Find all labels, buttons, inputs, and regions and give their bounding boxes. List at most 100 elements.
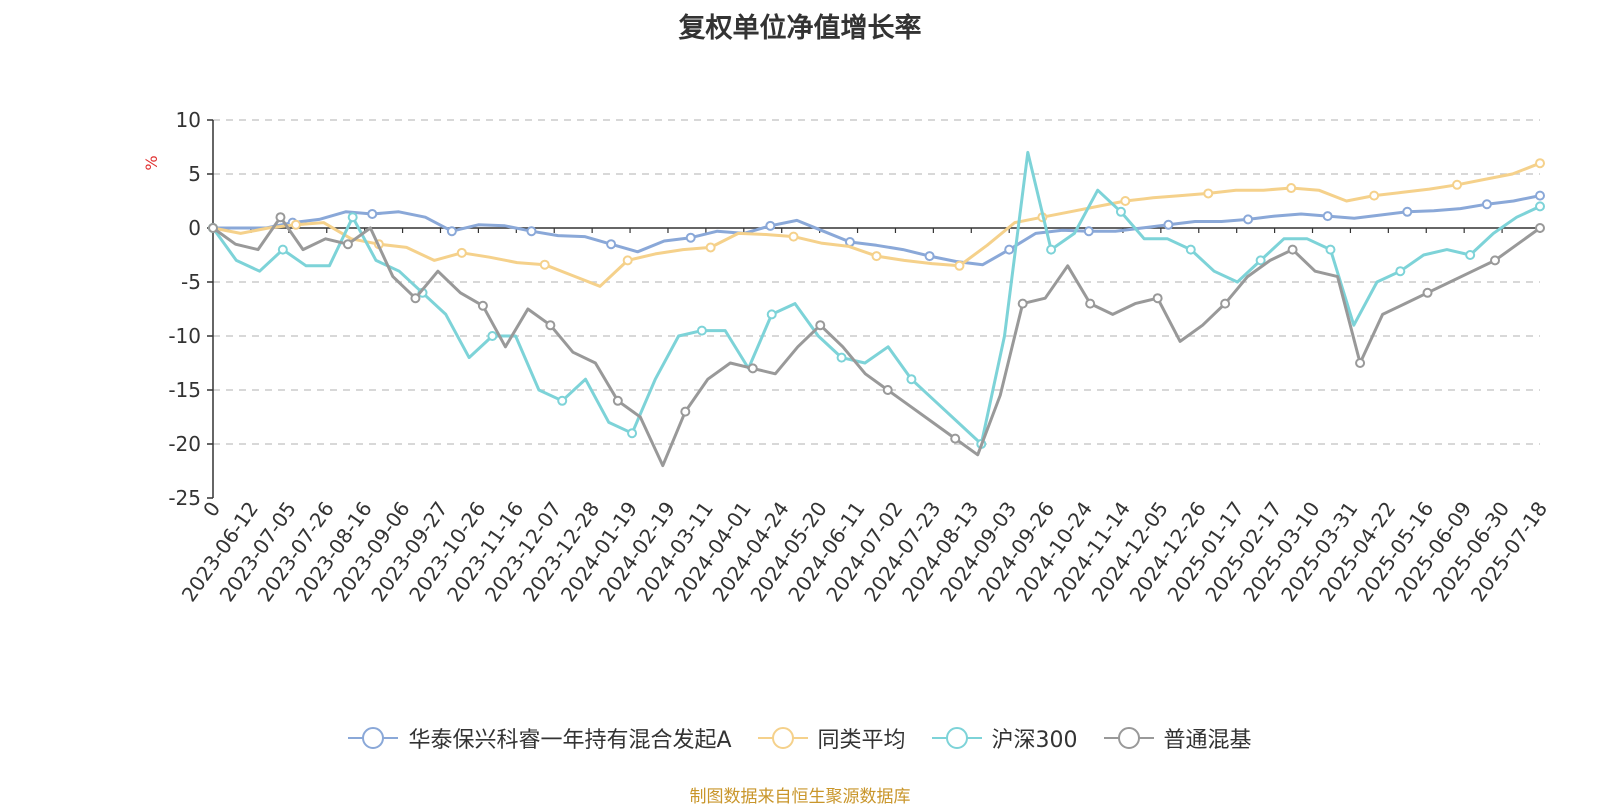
series-point bbox=[705, 242, 716, 253]
series-point bbox=[882, 385, 893, 395]
series-point bbox=[612, 395, 623, 406]
y-tick-label: 5 bbox=[188, 162, 201, 186]
series-point bbox=[539, 259, 550, 270]
series-line-2 bbox=[211, 150, 1541, 446]
series-point bbox=[906, 374, 917, 385]
series-point bbox=[275, 212, 286, 223]
series-point bbox=[545, 320, 556, 331]
series-point bbox=[1490, 255, 1501, 266]
grid-lines bbox=[213, 119, 1540, 445]
legend-item[interactable]: 华泰保兴科睿一年持有混合发起A bbox=[348, 722, 732, 754]
series-line-0 bbox=[213, 194, 1541, 267]
series-point bbox=[1535, 201, 1545, 212]
series-point bbox=[950, 433, 961, 444]
series-point bbox=[1452, 179, 1463, 190]
series-point bbox=[1163, 219, 1174, 230]
series-line-3 bbox=[212, 215, 1541, 468]
series-point bbox=[1355, 358, 1366, 368]
series-point bbox=[788, 231, 799, 242]
series-point bbox=[277, 244, 288, 255]
series-point bbox=[1395, 266, 1406, 277]
x-tick-label: 0 bbox=[198, 497, 225, 521]
series-point bbox=[1046, 244, 1057, 255]
series-point bbox=[1422, 287, 1433, 298]
series-point bbox=[477, 300, 488, 311]
series-point bbox=[1535, 158, 1545, 169]
series-point bbox=[208, 223, 218, 233]
series-point bbox=[1535, 223, 1545, 233]
series-point bbox=[526, 226, 537, 237]
series-point bbox=[871, 251, 882, 262]
y-tick-label: -20 bbox=[168, 432, 201, 456]
y-tick-label: -5 bbox=[181, 270, 201, 294]
series-point bbox=[1243, 214, 1254, 225]
series-point bbox=[487, 331, 498, 341]
series-point bbox=[456, 247, 467, 258]
series-point bbox=[1287, 244, 1298, 255]
series-line-1 bbox=[212, 161, 1541, 288]
legend-marker-icon bbox=[348, 726, 399, 750]
series-point bbox=[1402, 206, 1413, 217]
legend-label: 普通混基 bbox=[1163, 728, 1252, 753]
series-point bbox=[1465, 250, 1476, 260]
y-tick-label: 10 bbox=[176, 108, 201, 132]
y-axis-label: % bbox=[142, 155, 161, 170]
series-point bbox=[1083, 226, 1094, 237]
x-axis: 02023-06-122023-07-052023-07-262023-08-1… bbox=[177, 227, 1552, 606]
series-point bbox=[680, 406, 691, 417]
series-point bbox=[1017, 298, 1028, 309]
series-point bbox=[410, 293, 421, 304]
series-point bbox=[1255, 255, 1266, 266]
legend-label: 同类平均 bbox=[817, 728, 906, 753]
series-point bbox=[1481, 199, 1492, 210]
series-point bbox=[1325, 244, 1336, 255]
legend-item[interactable]: 沪深300 bbox=[931, 722, 1078, 754]
legend-item[interactable]: 同类平均 bbox=[757, 722, 906, 754]
series-point bbox=[954, 260, 965, 271]
series-point bbox=[557, 395, 568, 406]
source-footer: 制图数据来自恒生聚源数据库 bbox=[689, 787, 911, 807]
series-point bbox=[1203, 188, 1214, 199]
legend-marker-icon bbox=[1103, 726, 1154, 750]
y-tick-label: -10 bbox=[168, 324, 201, 348]
series-point bbox=[924, 251, 935, 262]
series-point bbox=[1115, 206, 1126, 217]
series-point bbox=[367, 208, 378, 219]
series-point bbox=[627, 428, 638, 439]
y-tick-label: -25 bbox=[168, 486, 201, 510]
legend-item[interactable]: 普通混基 bbox=[1103, 722, 1252, 754]
series-point bbox=[1535, 190, 1545, 201]
legend-label: 沪深300 bbox=[991, 728, 1078, 753]
series-point bbox=[606, 239, 617, 250]
series-point bbox=[290, 219, 301, 230]
series-point bbox=[685, 232, 696, 243]
legend-label: 华泰保兴科睿一年持有混合发起A bbox=[408, 728, 732, 753]
y-tick-label: 0 bbox=[188, 216, 201, 240]
series-point bbox=[446, 226, 457, 237]
series-point bbox=[815, 320, 826, 331]
series-point bbox=[342, 239, 353, 250]
series-point bbox=[1322, 211, 1333, 222]
series-point bbox=[347, 212, 358, 223]
series-point bbox=[696, 325, 707, 336]
series-point bbox=[1369, 190, 1380, 201]
y-tick-label: -15 bbox=[168, 378, 201, 402]
series-point bbox=[1220, 298, 1231, 309]
series-point bbox=[747, 363, 758, 374]
chart-title: 复权单位净值增长率 bbox=[678, 13, 922, 44]
series-point bbox=[1004, 244, 1015, 255]
series-point bbox=[1185, 244, 1196, 255]
series-point bbox=[1286, 183, 1297, 194]
series-point bbox=[1085, 298, 1096, 309]
series-point bbox=[1120, 196, 1131, 206]
series-point bbox=[765, 220, 776, 231]
y-axis: 10 5 0 -5 -10 -15 -20 -25 bbox=[168, 108, 214, 510]
legend-marker-icon bbox=[757, 726, 808, 750]
series-point bbox=[622, 255, 633, 266]
legend-marker-icon bbox=[931, 726, 982, 750]
series-lines bbox=[208, 150, 1545, 468]
line-chart: 10 5 0 -5 -10 -15 -20 -25 02023-06-122023-07-05… bbox=[142, 108, 1552, 606]
series-point bbox=[1152, 293, 1163, 304]
series-point bbox=[766, 309, 777, 320]
series-point bbox=[836, 352, 847, 363]
